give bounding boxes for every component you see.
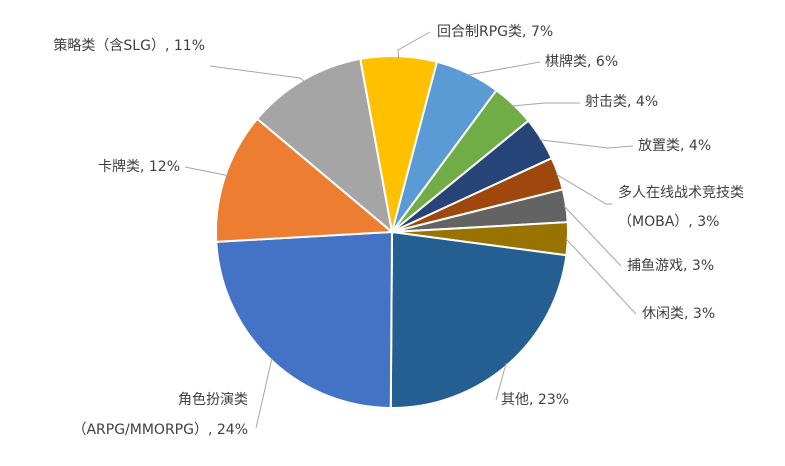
leader-line	[565, 238, 637, 315]
value-label: 24%	[217, 422, 248, 438]
pie-slice	[215, 230, 394, 410]
leader-line	[555, 173, 612, 205]
category-name: 放置类	[638, 138, 680, 154]
category-name: 回合制RPG类	[437, 24, 522, 40]
value-label: 3%	[697, 214, 719, 230]
data-label: 角色扮演类 （ARPG/MMORPG）, 24%	[72, 391, 248, 438]
leader-line	[397, 31, 431, 59]
value-label: 7%	[531, 24, 553, 40]
category-name: 射击类	[585, 94, 627, 110]
category-name: （MOBA）	[618, 214, 688, 230]
pie-slice	[389, 230, 568, 409]
data-label: 射击类, 4%	[585, 94, 658, 110]
leader-line	[255, 357, 273, 429]
data-label: 多人在线战术竞技类 （MOBA）, 3%	[618, 184, 744, 230]
value-label: 12%	[149, 159, 180, 175]
leader-line	[539, 139, 634, 149]
data-label: 捕鱼游戏, 3%	[627, 257, 714, 274]
value-label: 4%	[636, 94, 658, 110]
category-name: 棋牌类	[545, 53, 587, 70]
category-name: 策略类（含SLG）	[53, 37, 165, 54]
data-label: 策略类（含SLG）, 11%	[53, 37, 205, 54]
data-label: 放置类, 4%	[638, 138, 711, 154]
data-label: 棋牌类, 6%	[545, 53, 618, 70]
leader-line	[184, 166, 228, 178]
label-separator: ,	[688, 214, 697, 230]
pie-slice	[255, 57, 394, 235]
label-separator: ,	[140, 159, 149, 175]
label-separator: ,	[522, 24, 531, 40]
category-name: （ARPG/MMORPG）	[72, 422, 208, 438]
data-label: 其他, 23%	[501, 392, 569, 408]
label-separator: ,	[587, 54, 596, 70]
category-name: 捕鱼游戏	[627, 257, 683, 274]
pie-slice	[215, 117, 395, 243]
label-separator: ,	[165, 38, 174, 54]
leader-line	[495, 363, 507, 401]
category-name: 休闲类	[642, 306, 684, 322]
value-label: 6%	[596, 54, 618, 70]
category-name: 多人在线战术竞技类	[618, 184, 744, 201]
category-name: 角色扮演类	[178, 391, 248, 408]
label-separator: ,	[684, 306, 693, 322]
label-separator: ,	[680, 138, 689, 154]
leader-line	[467, 61, 541, 76]
data-label: 卡牌类, 12%	[98, 158, 180, 175]
category-name: 其他	[501, 392, 529, 408]
value-label: 3%	[692, 258, 714, 274]
data-label: 休闲类, 3%	[642, 306, 715, 322]
value-label: 23%	[538, 392, 569, 408]
value-label: 3%	[693, 306, 715, 322]
data-label: 回合制RPG类, 7%	[437, 24, 553, 40]
label-separator: ,	[529, 392, 538, 408]
label-separator: ,	[627, 94, 636, 110]
value-label: 4%	[689, 138, 711, 154]
label-separator: ,	[208, 422, 217, 438]
value-label: 11%	[174, 38, 205, 54]
category-name: 卡牌类	[98, 158, 140, 175]
leader-line	[209, 65, 305, 83]
leader-line	[563, 205, 622, 267]
leader-line	[511, 102, 580, 107]
label-separator: ,	[683, 258, 692, 274]
